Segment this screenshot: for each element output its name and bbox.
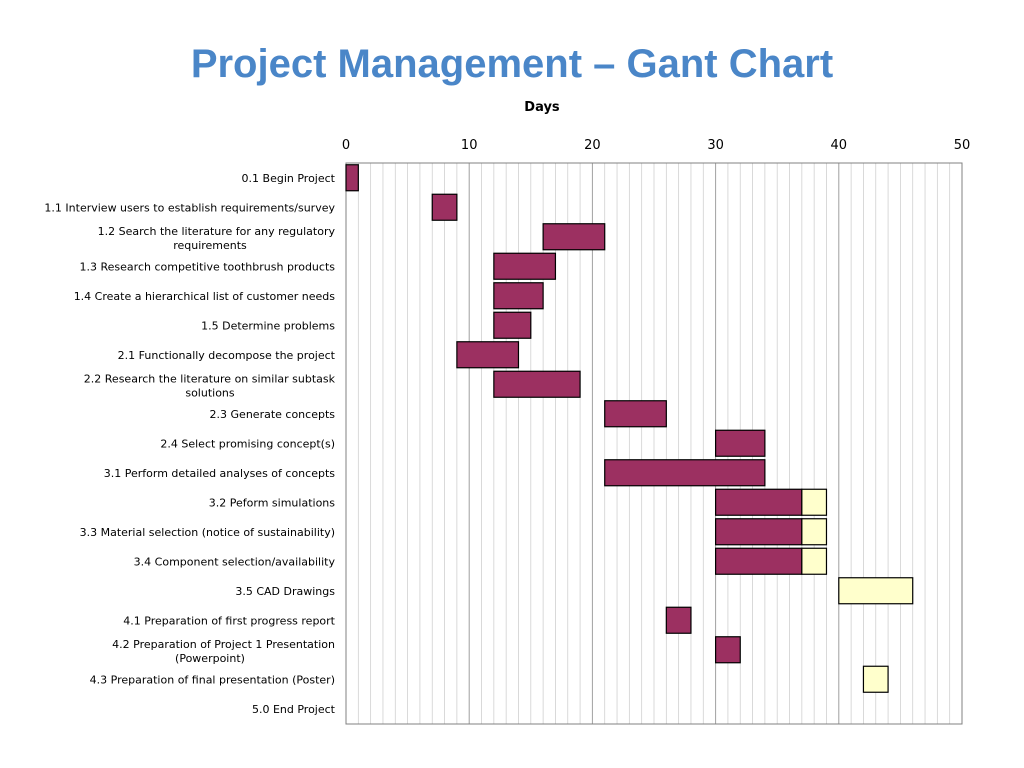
x-tick-label: 40 (831, 138, 848, 153)
task-label: 1.3 Research competitive toothbrush prod… (80, 260, 336, 273)
task-bar (604, 459, 766, 487)
task-bar (493, 370, 581, 398)
task-label: 1.4 Create a hierarchical list of custom… (74, 290, 336, 303)
task-bar (345, 164, 359, 192)
slack-bar (862, 665, 889, 693)
task-label: 4.3 Preparation of final presentation (P… (90, 673, 335, 686)
slack-bar (801, 518, 828, 546)
x-tick-label: 50 (954, 138, 971, 153)
x-axis-title: Days (524, 100, 560, 115)
task-label: 4.1 Preparation of first progress report (123, 614, 335, 627)
task-label: 1.1 Interview users to establish require… (44, 201, 335, 214)
task-label: 4.2 Preparation of Project 1 Presentatio… (112, 638, 335, 665)
slack-bar (801, 547, 828, 575)
task-label: 2.4 Select promising concept(s) (160, 437, 335, 450)
task-bar (456, 341, 520, 369)
task-label: 2.3 Generate concepts (210, 408, 336, 421)
task-label: 1.2 Search the literature for any regula… (98, 225, 336, 252)
x-tick-label: 10 (461, 138, 478, 153)
task-bar (714, 429, 766, 457)
task-bar (493, 252, 557, 280)
x-tick-label: 0 (342, 138, 350, 153)
task-bar (493, 311, 532, 339)
task-label: 3.2 Peform simulations (209, 496, 335, 509)
task-label: 3.4 Component selection/availability (134, 555, 336, 568)
task-label: 5.0 End Project (252, 703, 336, 716)
slack-bar (801, 488, 828, 516)
task-bar (604, 400, 667, 428)
task-bar (714, 488, 803, 516)
x-tick-label: 20 (584, 138, 601, 153)
task-bar (714, 547, 803, 575)
task-bar (493, 282, 544, 310)
task-bar (714, 518, 803, 546)
task-label: 3.3 Material selection (notice of sustai… (80, 526, 335, 539)
x-tick-label: 30 (707, 138, 724, 153)
page-title: Project Management – Gant Chart (190, 42, 834, 86)
task-label: 1.5 Determine problems (201, 319, 335, 332)
task-bar (714, 636, 741, 664)
task-label: 3.1 Perform detailed analyses of concept… (104, 467, 336, 480)
task-label: 3.5 CAD Drawings (235, 585, 335, 598)
plot-frame (345, 162, 963, 725)
task-bar (431, 193, 458, 221)
task-label: 2.1 Functionally decompose the project (118, 349, 336, 362)
task-bar (665, 606, 692, 634)
slack-bar (838, 577, 914, 605)
task-label: 2.2 Research the literature on similar s… (84, 372, 336, 399)
task-bar (542, 223, 606, 251)
task-label: 0.1 Begin Project (242, 172, 336, 185)
